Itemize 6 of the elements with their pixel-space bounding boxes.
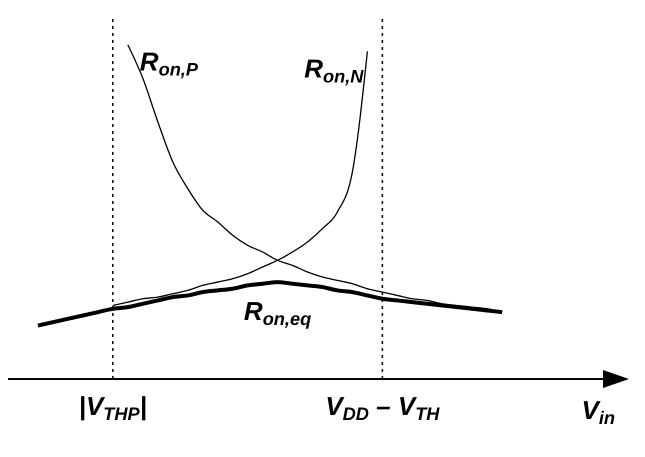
- series-label: R$_{on,eq}$: [244, 296, 312, 329]
- x-axis-title: V$_{in}$: [581, 395, 615, 428]
- x-tick-label: V$_{DD}$ – V$_{TH}$: [325, 391, 440, 424]
- series-label: R$_{on,P}$: [140, 46, 199, 80]
- x-tick-label: |V$_{THP}$|: [78, 391, 147, 424]
- series-label: R$_{on,N}$: [304, 53, 364, 86]
